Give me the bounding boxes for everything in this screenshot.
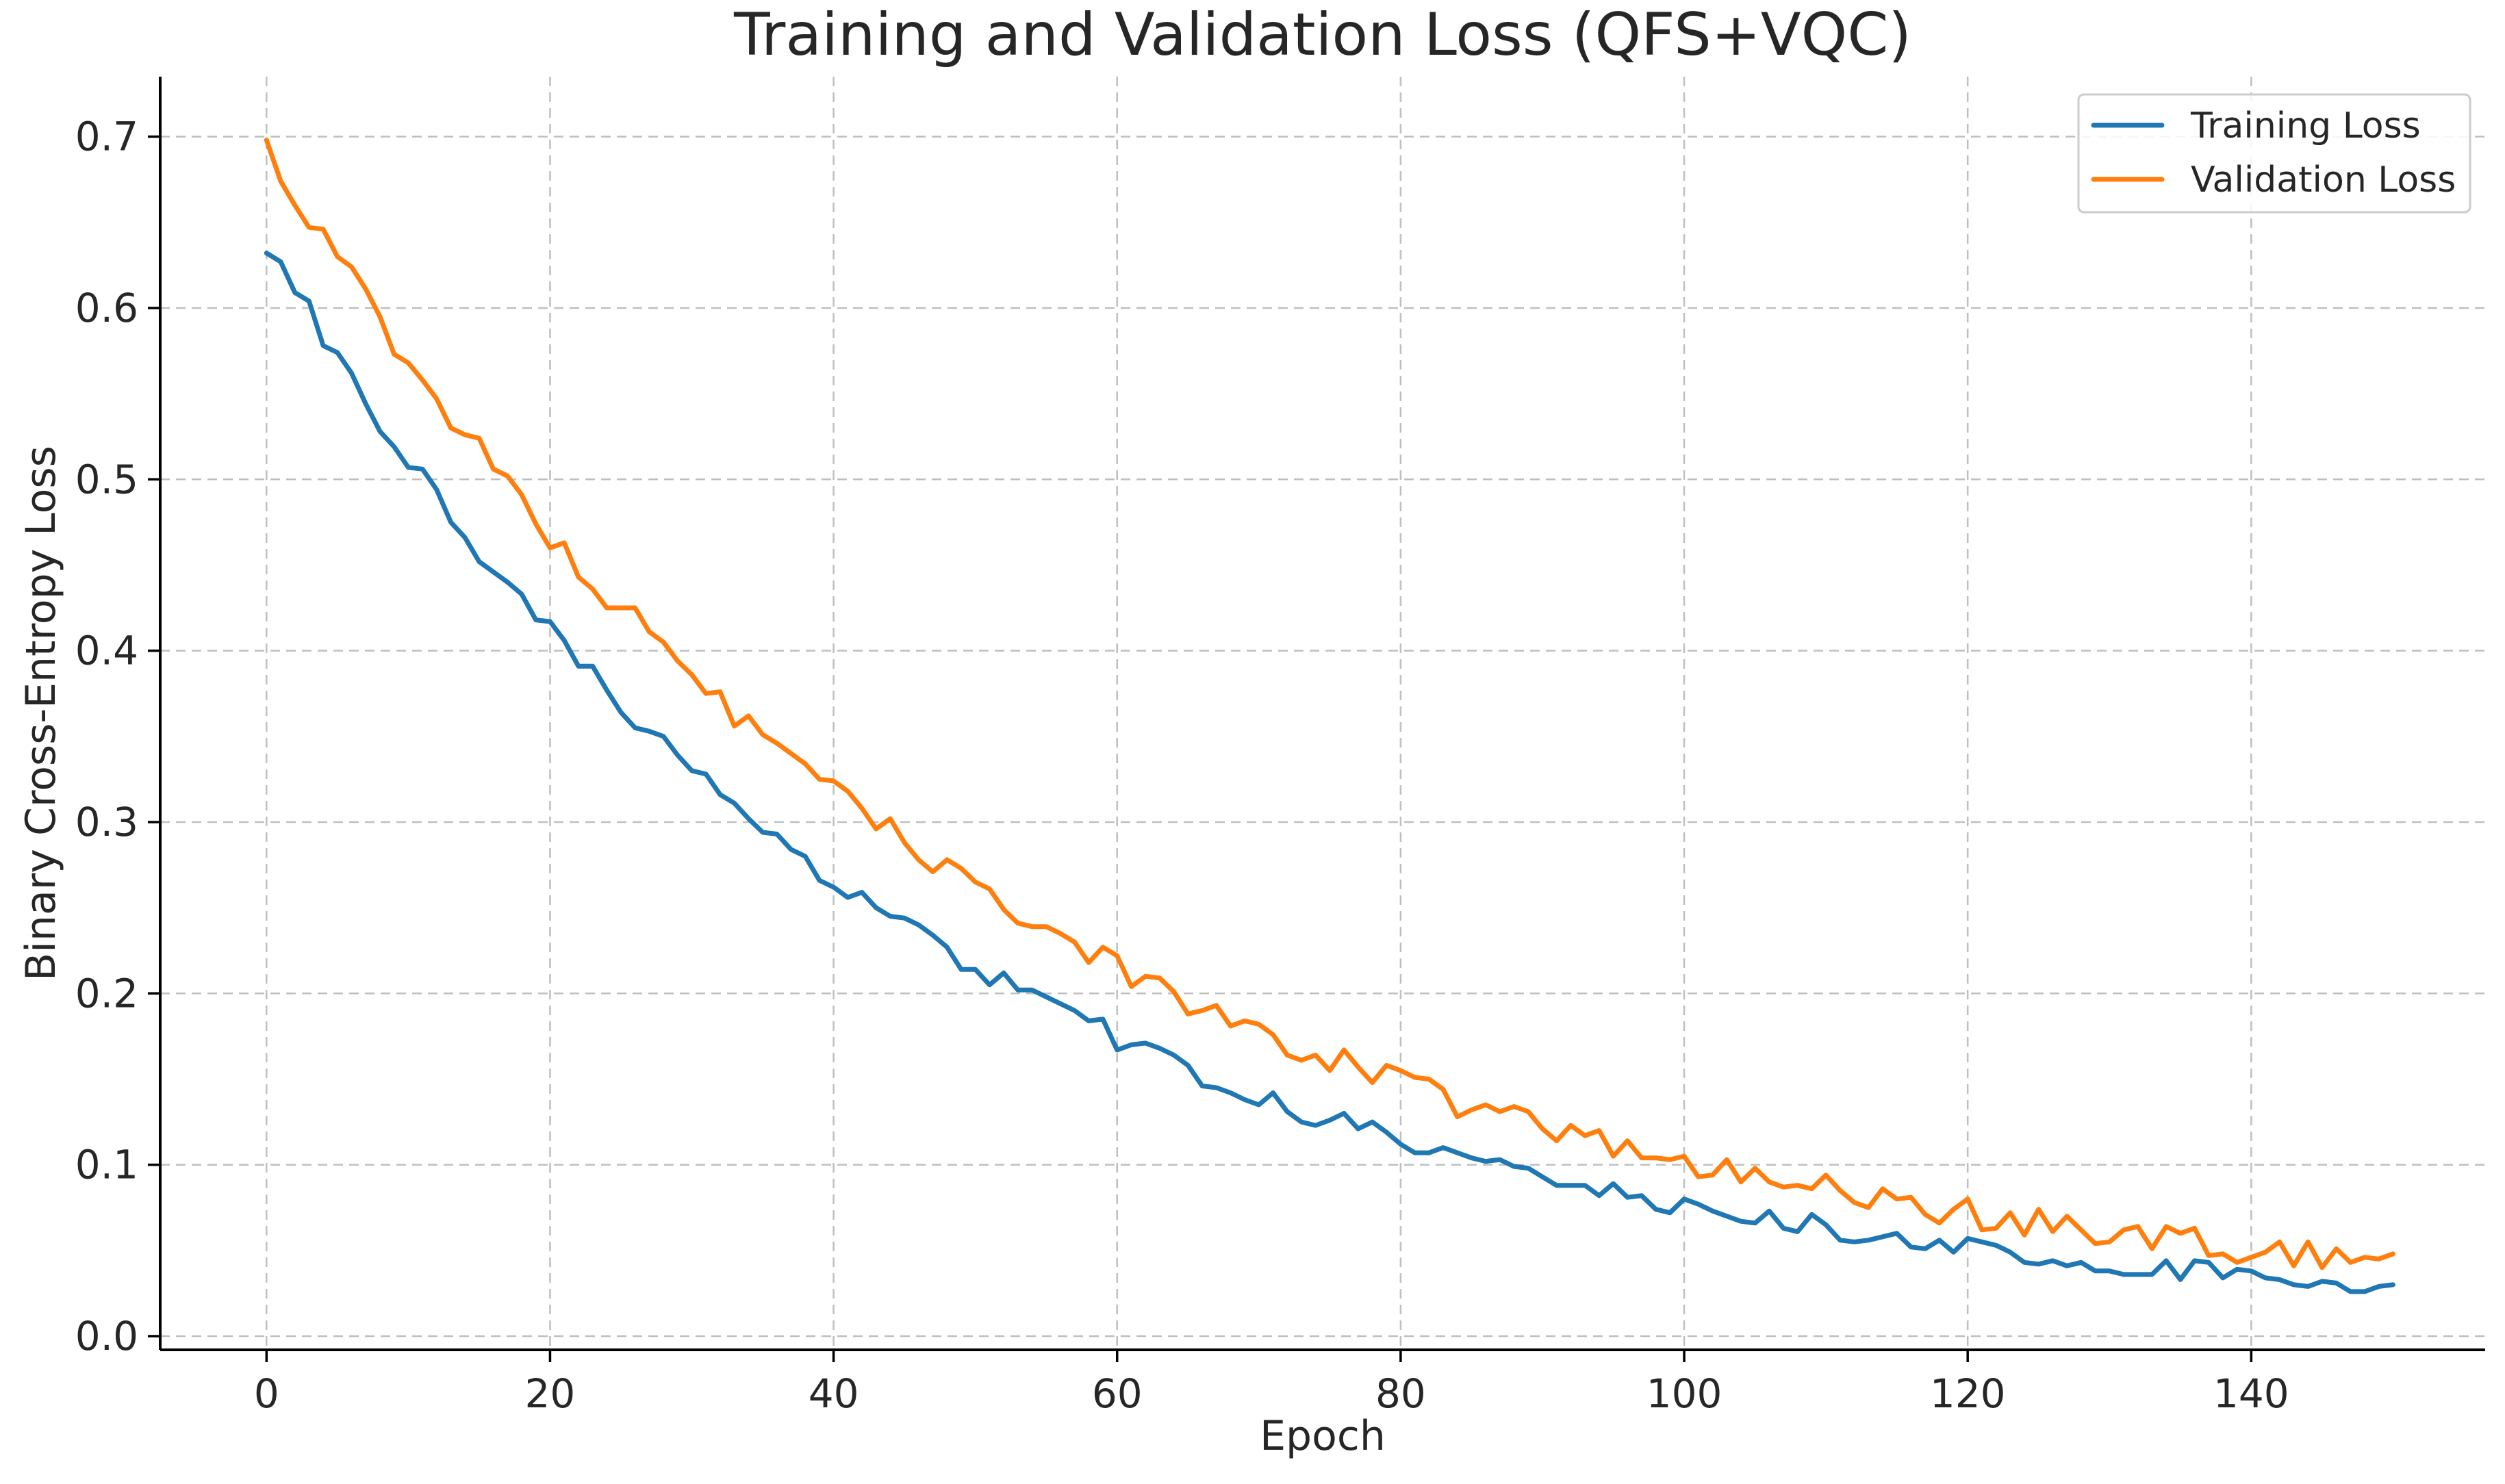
y-axis-label: Binary Cross-Entropy Loss — [17, 446, 65, 981]
y-tick-label: 0.0 — [75, 1313, 138, 1359]
y-tick-label: 0.5 — [75, 456, 138, 502]
x-tick-label: 80 — [1375, 1370, 1426, 1417]
y-tick-label: 0.7 — [75, 114, 138, 160]
x-axis-label: Epoch — [1260, 1412, 1386, 1460]
x-tick-label: 140 — [2213, 1370, 2289, 1417]
x-tick-label: 120 — [1930, 1370, 2006, 1417]
x-tick-label: 60 — [1092, 1370, 1143, 1417]
legend-label-training: Training Loss — [2190, 105, 2421, 146]
training-loss-line — [264, 251, 2395, 1294]
validation-loss-line — [264, 138, 2395, 1270]
axes — [159, 77, 2485, 1351]
x-tick-label: 20 — [525, 1370, 576, 1417]
x-tick-label: 0 — [254, 1370, 279, 1417]
y-ticks: 0.0 0.1 0.2 0.3 0.4 0.5 0.6 0.7 — [75, 114, 160, 1359]
legend: Training Loss Validation Loss — [2077, 93, 2471, 214]
y-tick-label: 0.6 — [75, 285, 138, 331]
legend-box — [2077, 93, 2471, 214]
y-tick-label: 0.2 — [75, 970, 138, 1016]
x-tick-label: 100 — [1646, 1370, 1722, 1417]
legend-label-validation: Validation Loss — [2191, 159, 2456, 201]
chart-title: Training and Validation Loss (QFS+VQC) — [733, 1, 1911, 69]
y-tick-label: 0.3 — [75, 799, 138, 845]
series-group — [264, 138, 2395, 1294]
y-tick-label: 0.4 — [75, 628, 138, 674]
y-tick-label: 0.1 — [75, 1142, 138, 1188]
x-ticks: 0 20 40 60 80 100 120 140 — [254, 1350, 2289, 1417]
x-tick-label: 40 — [809, 1370, 859, 1417]
